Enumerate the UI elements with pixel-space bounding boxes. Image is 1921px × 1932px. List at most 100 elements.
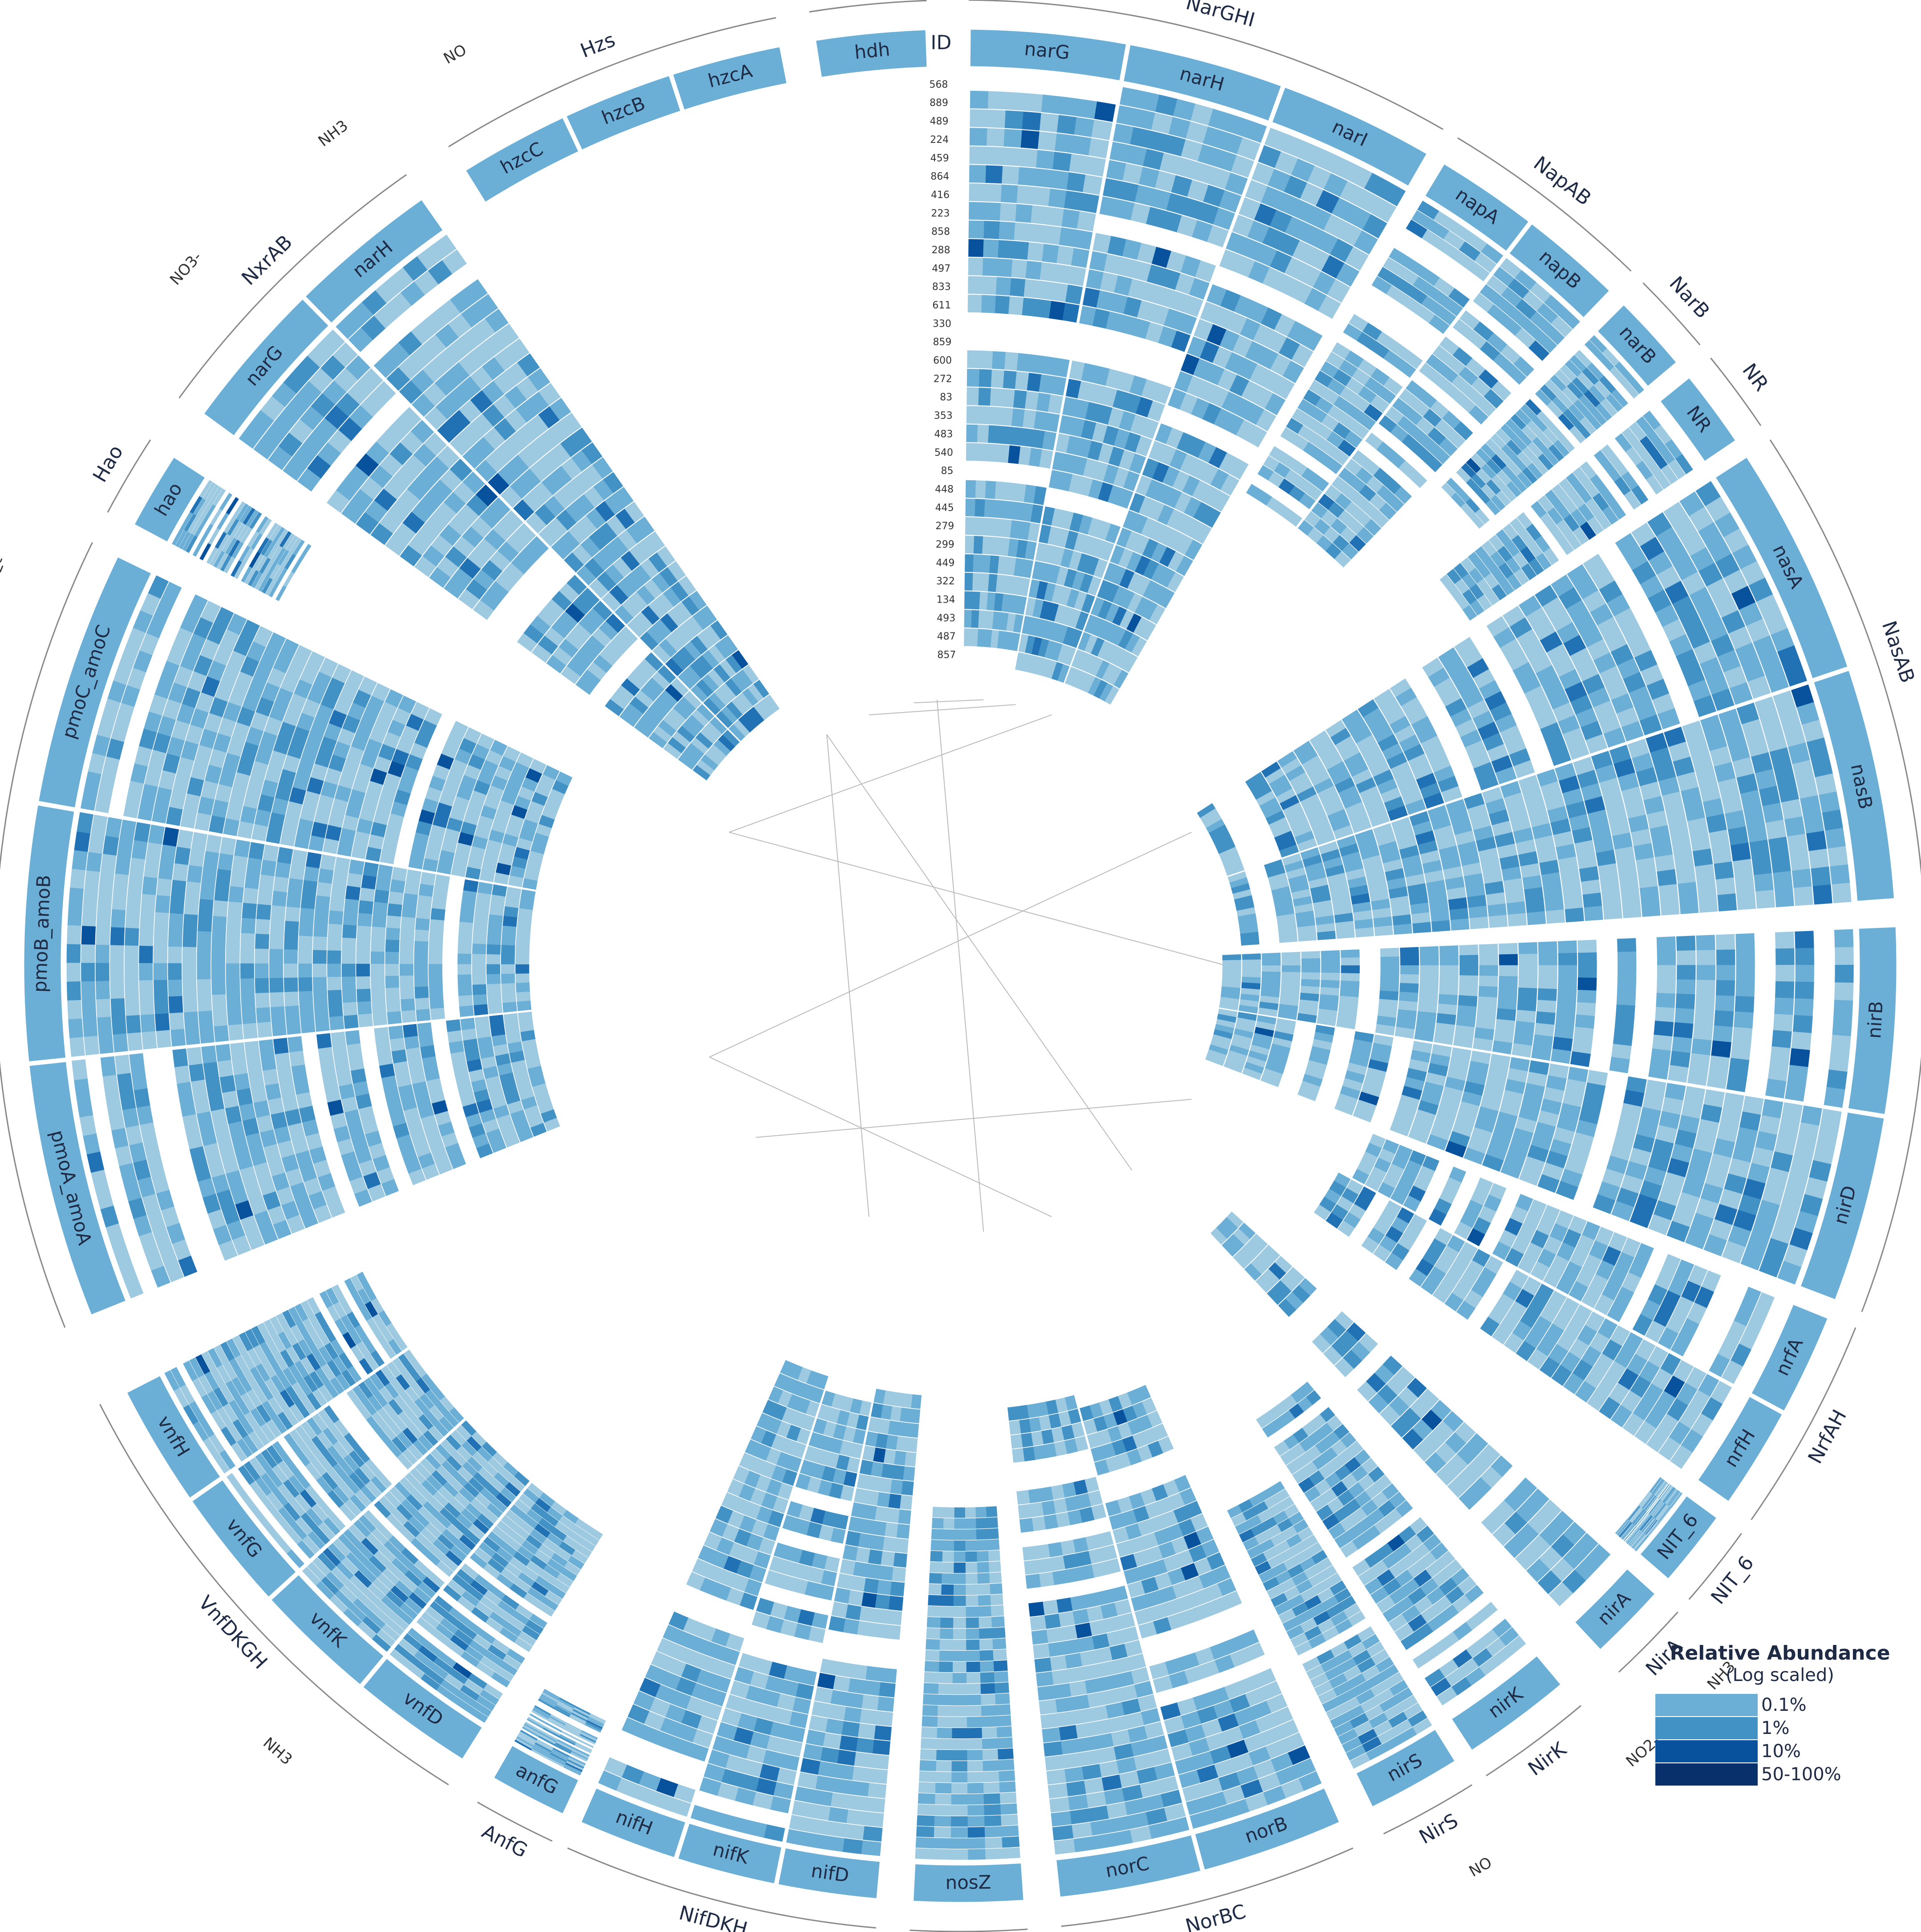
heatmap-cell <box>1506 365 1527 385</box>
heatmap-cell <box>1297 786 1317 802</box>
heatmap-cell <box>849 1664 868 1680</box>
heatmap-cell <box>1496 428 1512 445</box>
heatmap-cell <box>1107 236 1127 257</box>
heatmap-cell <box>1516 430 1533 447</box>
heatmap-cell <box>952 1651 967 1661</box>
heatmap-cell <box>965 535 975 554</box>
heatmap-cell <box>1149 604 1165 624</box>
heatmap-cell <box>1435 306 1456 325</box>
heatmap-cell <box>1004 110 1024 130</box>
heatmap-cell <box>1089 251 1108 271</box>
heatmap-cell <box>1116 650 1132 669</box>
heatmap-cell <box>1438 647 1460 668</box>
heatmap-cell <box>1039 1699 1057 1715</box>
heatmap-cell <box>980 573 990 591</box>
heatmap-cell <box>1401 697 1423 716</box>
heatmap-cell <box>1439 437 1458 457</box>
heatmap-cell <box>855 1738 874 1754</box>
heatmap-cell <box>1711 845 1732 865</box>
heatmap-cell <box>967 1838 985 1849</box>
heatmap-cell <box>1424 454 1443 472</box>
heatmap-cell <box>1504 540 1521 558</box>
heatmap-cell <box>1518 976 1538 989</box>
heatmap-cell <box>1116 527 1132 548</box>
heatmap-cell <box>965 1573 978 1584</box>
heatmap-cell <box>1193 502 1212 523</box>
heatmap-cell <box>1600 398 1618 417</box>
heatmap-cell <box>1359 786 1380 802</box>
heatmap-cell <box>987 443 999 462</box>
heatmap-cell <box>990 630 999 648</box>
heatmap-cell <box>1351 818 1372 834</box>
heatmap-cell <box>1506 481 1522 498</box>
heatmap-cell <box>1289 486 1306 502</box>
heatmap-cell <box>1131 637 1147 656</box>
heatmap-cell <box>1468 405 1488 425</box>
heatmap-cell <box>1110 1729 1131 1746</box>
heatmap-cell <box>1537 303 1559 324</box>
heatmap-cell <box>1010 520 1022 539</box>
heatmap-cell <box>1177 432 1195 454</box>
heatmap-cell <box>1656 992 1675 1009</box>
heatmap-cell <box>1415 304 1436 324</box>
heatmap-cell <box>1658 884 1678 901</box>
heatmap-cell <box>1083 174 1103 195</box>
heatmap-cell <box>1543 547 1559 565</box>
heatmap-cell <box>1621 471 1639 491</box>
heatmap-cell <box>1184 497 1202 518</box>
heatmap-cell <box>1016 353 1032 372</box>
heatmap-cell <box>1323 173 1348 198</box>
heatmap-cell <box>1369 812 1390 827</box>
heatmap-cell <box>1347 206 1372 230</box>
heatmap-cell <box>1537 411 1553 428</box>
heatmap-cell <box>1542 427 1559 445</box>
heatmap-cell <box>928 1595 942 1606</box>
heatmap-cell <box>1411 398 1431 417</box>
heatmap-cell <box>1390 424 1409 443</box>
heatmap-cell <box>1088 138 1109 158</box>
heatmap-cell <box>1281 758 1302 775</box>
heatmap-cell <box>1527 541 1543 559</box>
heatmap-cell <box>1281 952 1301 960</box>
heatmap-cell <box>1245 180 1268 203</box>
heatmap-cell <box>1014 483 1027 502</box>
connection-line <box>826 734 1132 1171</box>
heatmap-cell <box>1534 535 1551 553</box>
heatmap-cell <box>987 592 996 611</box>
heatmap-cell <box>1033 486 1047 505</box>
heatmap-cell <box>1093 559 1108 579</box>
heatmap-cell <box>999 221 1016 240</box>
heatmap-cell <box>982 1749 999 1761</box>
heatmap-cell <box>1553 439 1570 457</box>
heatmap-cell <box>1273 781 1293 798</box>
heatmap-cell <box>1536 1011 1556 1025</box>
heatmap-cell <box>941 1573 954 1584</box>
heatmap-cell <box>1268 169 1292 192</box>
heatmap-cell <box>975 1518 987 1529</box>
heatmap-cell <box>1270 250 1293 274</box>
heatmap-cell <box>1474 546 1490 563</box>
heatmap-cell <box>1732 1027 1753 1045</box>
heatmap-cell <box>1676 867 1696 885</box>
heatmap-cell <box>1068 474 1084 494</box>
heatmap-cell <box>1068 1681 1087 1697</box>
heatmap-cell <box>1253 386 1274 409</box>
heatmap-cell <box>953 1540 966 1551</box>
heatmap-cell <box>1392 397 1411 416</box>
heatmap-cell <box>1793 886 1813 906</box>
heatmap-cell <box>1077 553 1091 573</box>
heatmap-cell <box>1696 879 1717 898</box>
heatmap-cell <box>1303 441 1321 458</box>
heatmap-cell <box>841 1721 860 1737</box>
heatmap-cell <box>1598 714 1621 734</box>
heatmap-cell <box>1256 791 1276 806</box>
heatmap-cell <box>1420 974 1439 985</box>
heatmap-cell <box>1012 502 1024 521</box>
heatmap-cell <box>1543 324 1565 345</box>
heatmap-cell <box>1657 869 1677 887</box>
heatmap-cell <box>1359 484 1377 502</box>
heatmap-cell <box>978 1606 991 1617</box>
heatmap-cell <box>999 203 1017 222</box>
heatmap-cell <box>1056 246 1075 266</box>
